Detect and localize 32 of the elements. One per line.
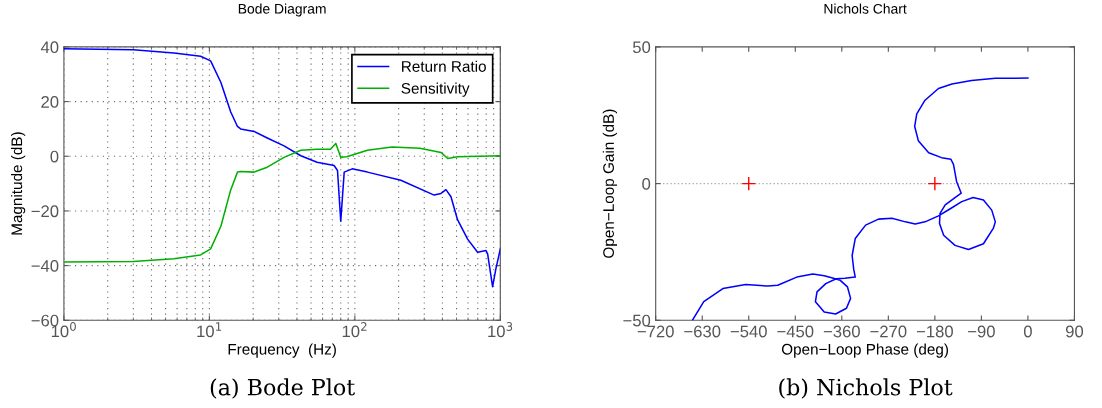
x-tick-label: −450 [777,325,814,338]
x-axis-title: Open−Loop Phase (deg) [781,343,949,358]
y-tick-label: 40 [40,41,59,54]
y-tick-label: 50 [632,41,651,54]
x-tick-label: 10$^{1}$ [197,322,222,338]
y-tick-label: −50 [623,314,651,327]
y-tick-label: −40 [31,260,59,272]
x-tick-label: −720 [637,325,674,338]
x-tick-label: −90 [968,325,995,338]
x-tick-label: 10$^{3}$ [488,322,513,338]
line-series [691,77,1029,321]
y-tick-label: −20 [31,205,59,218]
chart-title: Nichols Chart [824,3,907,14]
legend-label: Sensitivity [401,82,470,97]
y-tick-label: 0 [642,178,651,190]
text: (a) Bode Plot [210,378,356,399]
x-tick-label: −360 [823,325,860,338]
y-axis-title: Open−Loop Gain (dB) [602,109,617,258]
x-tick-label: 90 [1065,325,1084,338]
y-tick-label: 0 [50,150,59,163]
legend-label: Return Ratio [402,60,486,72]
y-tick-label: 20 [41,95,59,108]
y-axis-title: Magnitude (dB) [10,132,26,235]
x-axis-title: Frequency (Hz) [228,343,336,358]
x-tick-label: 10$^{2}$ [342,322,367,338]
text: (b) Nichols Plot [779,378,953,399]
x-tick-label: −540 [730,325,767,338]
chart-title: Bode Diagram [238,3,326,17]
x-tick-label: −270 [870,325,907,338]
x-tick-label: −630 [684,325,721,338]
x-tick-label: 0 [1023,325,1032,338]
x-tick-label: −180 [916,325,953,338]
